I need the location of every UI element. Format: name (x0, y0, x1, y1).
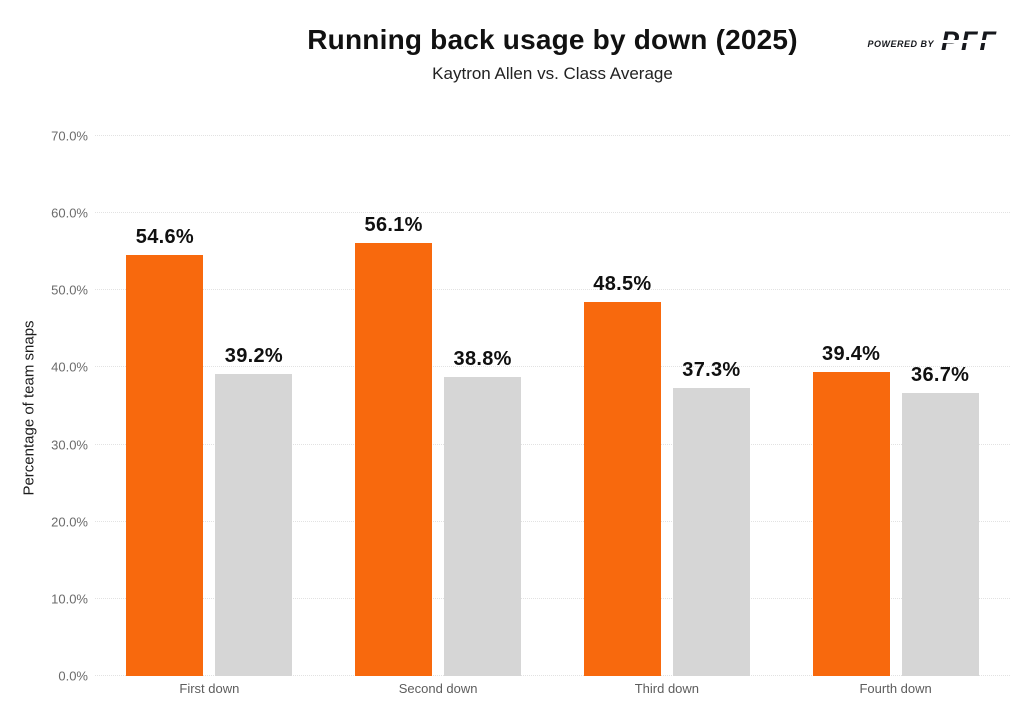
bar-kaytron-allen-first-down (126, 254, 204, 676)
pff-logo: POWERED BY PFF (867, 28, 1001, 55)
gridline-30 (95, 443, 1010, 445)
gridline-50 (95, 289, 1010, 291)
chart-subtitle: Kaytron Allen vs. Class Average (432, 64, 673, 83)
bar-kaytron-allen-third-down (583, 301, 661, 676)
x-axis-category-labels: First down Second down Third down Fourth do… (95, 681, 1010, 701)
gridline-0 (95, 675, 1010, 676)
x-category-label-third-down: Third down (634, 681, 700, 696)
bar-class-average-third-down (672, 388, 750, 676)
bar-value-label: 39.2% (224, 344, 283, 367)
y-tick-label-40: 40.0% (51, 359, 88, 375)
bar-value-label: 54.6% (135, 225, 194, 248)
gridline-20 (95, 520, 1010, 522)
bar-kaytron-allen-fourth-down (812, 372, 890, 676)
y-axis-tick-labels: 0.0% 10.0% 20.0% 30.0% 40.0% 50.0% 60.0% 70.0% (0, 129, 88, 684)
pff-logo-text: PFF (938, 28, 1001, 55)
bar-class-average-fourth-down (901, 392, 979, 676)
bar-value-label: 48.5% (593, 272, 652, 295)
pff-logo-stripe-decoration (938, 40, 1001, 44)
y-tick-label-0: 0.0% (58, 668, 88, 684)
bar-class-average-first-down (215, 373, 293, 676)
chart-title: Running back usage by down (2025) (307, 24, 798, 55)
y-tick-label-20: 20.0% (51, 514, 88, 530)
bar-value-label: 39.4% (822, 343, 881, 366)
chart-header: Running back usage by down (2025) Kaytro… (95, 24, 1010, 84)
bar-value-label: 38.8% (453, 347, 512, 370)
gridline-70 (95, 135, 1010, 136)
y-tick-label-60: 60.0% (51, 205, 88, 221)
gridline-40 (95, 366, 1010, 368)
x-category-label-first-down: First down (179, 681, 240, 696)
gridline-10 (95, 597, 1010, 599)
x-category-label-fourth-down: Fourth down (859, 681, 932, 696)
bar-class-average-second-down (444, 376, 522, 676)
y-tick-label-70: 70.0% (51, 128, 88, 144)
bar-value-label: 36.7% (911, 363, 970, 386)
powered-by-label: POWERED BY (867, 38, 934, 49)
bar-kaytron-allen-second-down (355, 243, 433, 676)
y-tick-label-30: 30.0% (51, 437, 88, 453)
bar-value-label: 37.3% (682, 359, 741, 382)
gridline-60 (95, 212, 1010, 214)
x-category-label-second-down: Second down (398, 681, 478, 696)
bar-value-label: 56.1% (364, 214, 423, 237)
y-tick-label-50: 50.0% (51, 282, 88, 298)
y-tick-label-10: 10.0% (51, 591, 88, 607)
plot-area: 54.6% 39.2% 56.1% 38.8% 48.5% 37.3% 39.4% 36.7% (95, 135, 1010, 676)
